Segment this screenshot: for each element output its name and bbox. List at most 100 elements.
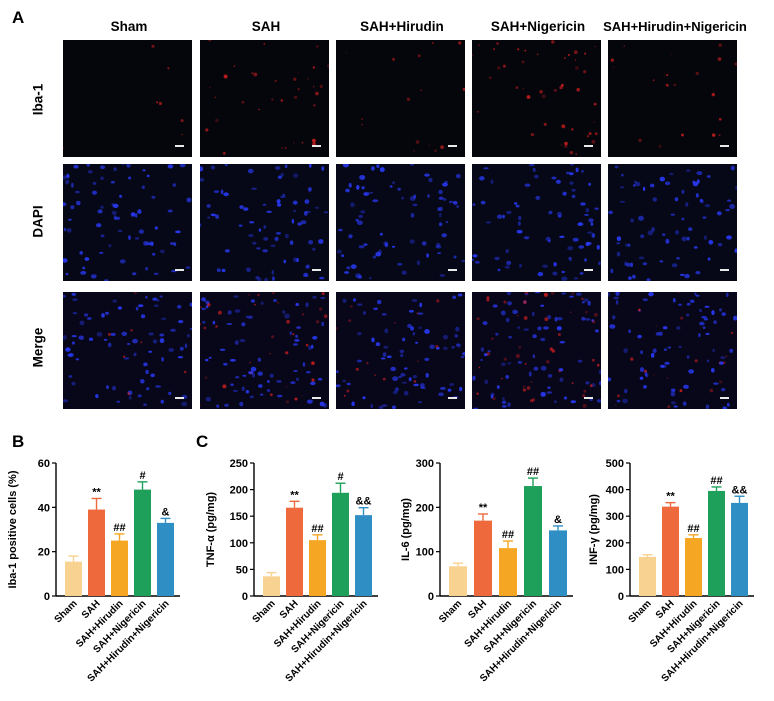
bar (685, 538, 702, 596)
significance-label: ## (527, 466, 539, 478)
bar (88, 509, 105, 596)
bar (111, 540, 128, 596)
significance-label: ** (666, 491, 675, 503)
bar (708, 490, 725, 596)
micrograph-dapi-4 (472, 164, 601, 281)
significance-label: ** (92, 486, 101, 498)
significance-label: ## (502, 529, 514, 541)
y-tick-label: 250 (230, 458, 248, 470)
y-tick-label: 40 (38, 502, 50, 514)
bar (731, 502, 748, 596)
bar (309, 540, 326, 596)
bar (639, 556, 656, 596)
micrograph-iba-5 (608, 40, 737, 157)
scale-bar (312, 145, 321, 147)
y-tick-label: 100 (606, 564, 624, 576)
column-header-sah-hirudin-nigericin: SAH+Hirudin+Nigericin (603, 19, 747, 34)
y-tick-label: 300 (416, 458, 434, 470)
x-tick-label: Sham (627, 598, 654, 625)
column-header-sham: Sham (110, 19, 148, 34)
bar (524, 486, 542, 596)
panel-c-letter: C (196, 432, 209, 451)
scale-bar (720, 145, 729, 147)
bar (474, 520, 492, 596)
y-tick-label: 0 (242, 591, 248, 603)
scale-bar (175, 145, 184, 147)
row-header-iba1: Iba-1 (30, 83, 46, 116)
micrograph-iba-2 (200, 40, 329, 157)
scale-bar (584, 269, 593, 271)
y-tick-label: 200 (416, 502, 434, 514)
significance-label: && (356, 496, 372, 508)
row-header-merge: Merge (30, 327, 46, 368)
y-axis-label: IL-6 (pg/mg) (400, 498, 412, 561)
scale-bar (175, 397, 184, 399)
bar (549, 530, 567, 596)
x-tick-label: Sham (437, 598, 464, 625)
micrograph-iba-1 (63, 40, 192, 157)
x-tick-label: Sham (53, 598, 80, 625)
significance-label: # (139, 470, 145, 482)
significance-label: ** (290, 489, 299, 501)
y-tick-label: 0 (618, 591, 624, 603)
y-tick-label: 20 (38, 547, 50, 559)
bar (134, 489, 151, 596)
column-header-sah-nigericin: SAH+Nigericin (490, 19, 586, 34)
scale-bar (448, 145, 457, 147)
bar (449, 566, 467, 596)
x-tick-label: Sham (251, 598, 278, 625)
significance-label: ## (710, 475, 722, 487)
row-header-dapi: DAPI (30, 205, 46, 238)
y-tick-label: 200 (230, 485, 248, 497)
y-axis-label: INF-γ (pg/mg) (588, 494, 600, 565)
bar (355, 515, 372, 596)
bar (499, 548, 517, 596)
panel-b-letter: B (12, 432, 25, 451)
scale-bar (312, 269, 321, 271)
micrograph-dapi-5 (608, 164, 737, 281)
bar (263, 576, 280, 596)
y-axis-label: Iba-1 positive cells (%) (7, 470, 19, 588)
significance-label: ## (687, 523, 699, 535)
y-tick-label: 100 (230, 538, 248, 550)
significance-label: ## (113, 522, 125, 534)
micrograph-dapi-3 (336, 164, 465, 281)
panel-a-letter: A (12, 8, 25, 27)
scale-bar (175, 269, 184, 271)
micrograph-iba-3 (336, 40, 465, 157)
y-tick-label: 500 (606, 458, 624, 470)
scale-bar (720, 397, 729, 399)
micrograph-merge-1 (63, 292, 192, 409)
y-tick-label: 50 (236, 564, 248, 576)
scale-bar (448, 269, 457, 271)
significance-label: & (162, 506, 170, 518)
micrograph-dapi-1 (63, 164, 192, 281)
y-tick-label: 200 (606, 538, 624, 550)
y-axis-label: TNF-α (pg/mg) (205, 492, 217, 568)
scale-bar (720, 269, 729, 271)
y-tick-label: 0 (44, 591, 50, 603)
y-tick-label: 0 (428, 591, 434, 603)
significance-label: & (554, 514, 562, 526)
column-header-sah: SAH (251, 19, 281, 34)
micrograph-merge-3 (336, 292, 465, 409)
significance-label: && (732, 484, 748, 496)
bar (662, 506, 679, 596)
bar (332, 492, 349, 596)
micrograph-merge-5 (608, 292, 737, 409)
micrograph-merge-2 (200, 292, 329, 409)
significance-label: ## (311, 523, 323, 535)
bar (65, 561, 82, 596)
scale-bar (584, 397, 593, 399)
micrograph-merge-4 (472, 292, 601, 409)
micrograph-iba-4 (472, 40, 601, 157)
scale-bar (584, 145, 593, 147)
bar (286, 507, 303, 596)
significance-label: # (337, 471, 343, 483)
scale-bar (312, 397, 321, 399)
scale-bar (448, 397, 457, 399)
